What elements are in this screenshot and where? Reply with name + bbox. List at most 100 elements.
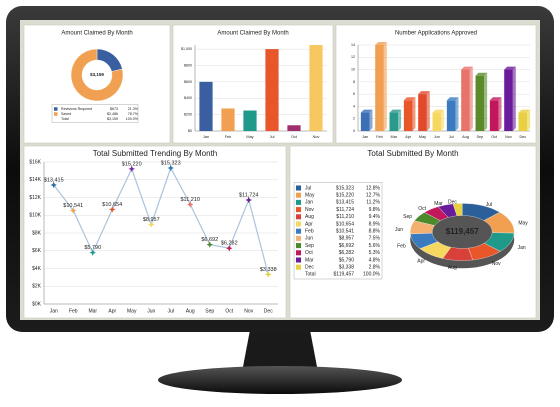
x-tick-label: Jul (270, 135, 275, 139)
legend-percent: 9.8% (369, 207, 381, 213)
legend-value: $10,654 (336, 221, 354, 227)
point-marker (109, 206, 116, 213)
bar (265, 49, 279, 131)
legend-value: $5,790 (339, 257, 355, 263)
x-tick-label: Oct (225, 308, 233, 314)
segment-label: Jul (486, 202, 492, 208)
value-label: $10,541 (63, 203, 83, 209)
donut (70, 48, 124, 102)
legend-percent: 4.8% (369, 257, 381, 263)
x-tick-label: Jul (168, 308, 174, 314)
legend-total-value: $119,457 (334, 272, 355, 278)
y-tick-label: 0 (353, 129, 355, 133)
bar (461, 69, 470, 131)
legend-swatch (296, 250, 302, 256)
x-tick-label: Oct (491, 135, 498, 139)
bar (418, 94, 427, 131)
legend-name: Aug (305, 214, 314, 220)
bar-top (446, 97, 459, 101)
bar (199, 81, 213, 131)
bar (432, 112, 442, 131)
legend-value: $673 (110, 107, 118, 111)
bar-side (369, 109, 373, 131)
bar-side (527, 109, 531, 131)
legend-value: $6,692 (339, 243, 355, 249)
donut-segment (70, 48, 124, 102)
y-tick-label: 8 (353, 80, 355, 84)
monitor-neck (242, 330, 318, 372)
bar-top (504, 66, 516, 70)
value-label: $5,790 (84, 245, 101, 251)
y-tick-label: 14 (351, 43, 355, 47)
x-tick-label: Aug (462, 135, 469, 139)
point-marker (187, 201, 194, 208)
segment-label: Feb (397, 243, 406, 249)
y-tick-label: 6 (353, 92, 355, 96)
legend-value: $13,415 (336, 200, 354, 206)
bar-side (469, 66, 473, 131)
x-tick-label: Oct (291, 135, 298, 139)
x-tick-label: Jan (50, 308, 58, 314)
chart-title: Number Applications Approved (395, 31, 477, 37)
y-tick-label: $2K (32, 284, 42, 290)
point-marker (167, 164, 174, 172)
legend-name: Jan (305, 200, 313, 206)
legend-swatch (296, 243, 302, 249)
legend-name: Mar (305, 257, 314, 263)
dashboard: Amount Claimed By Month $3,159 Revisions R… (23, 24, 537, 319)
bar-top (375, 42, 387, 45)
x-tick-label: Feb (69, 308, 78, 314)
legend-name: Saved (61, 112, 71, 116)
bar (309, 45, 323, 131)
chart-title: Amount Claimed By Month (61, 31, 132, 37)
point-marker (245, 196, 252, 204)
x-tick-label: Jul (449, 135, 454, 139)
value-label: $6,282 (221, 241, 238, 247)
legend-box (51, 104, 139, 123)
y-tick-label: $0 (188, 129, 192, 133)
y-tick-label: $4K (32, 266, 42, 272)
segment-label: Dec (448, 199, 457, 205)
legend-value: $15,220 (336, 193, 354, 199)
value-label: $10,654 (102, 202, 122, 208)
point-marker (50, 181, 57, 189)
legend-swatch (296, 264, 302, 270)
y-tick-label: 10 (351, 68, 355, 72)
legend-swatch (54, 107, 58, 111)
legend-value: $3,338 (339, 265, 355, 271)
legend-swatch (296, 207, 302, 213)
bar (375, 45, 384, 131)
legend-value: $2,486 (107, 112, 118, 116)
y-tick-label: $400 (184, 96, 192, 100)
legend-name: Jul (305, 185, 311, 191)
y-tick-label: $1,000 (181, 47, 192, 51)
x-tick-label: Jan (362, 135, 368, 139)
x-tick-label: Nov (313, 135, 320, 139)
donut-center-total: $119,457 (446, 227, 479, 236)
y-tick-label: $8K (32, 230, 42, 236)
legend-value: $15,323 (336, 185, 354, 191)
chart-title: Total Submitted Trending By Month (93, 149, 218, 158)
value-label: $3,338 (260, 267, 277, 273)
point-marker (128, 165, 135, 173)
bar-side (484, 72, 488, 131)
legend-swatch (54, 112, 58, 116)
x-tick-label: May (127, 308, 137, 314)
x-tick-label: Apr (108, 308, 116, 314)
legend-name: Sep (305, 243, 314, 249)
bar-side (455, 97, 459, 131)
bar-top (518, 109, 531, 113)
x-tick-label: May (419, 135, 426, 139)
x-tick-label: Dec (519, 135, 526, 139)
bar (489, 100, 499, 131)
point-marker (206, 241, 213, 248)
legend-swatch (296, 228, 302, 234)
x-tick-label: Feb (376, 135, 383, 139)
panel (23, 24, 171, 144)
bar-side (498, 97, 502, 131)
segment-label: Mar (434, 201, 443, 207)
bar (360, 112, 370, 131)
point-marker (70, 207, 77, 214)
x-tick-label: Jun (147, 308, 155, 314)
x-tick-label: Apr (405, 135, 412, 139)
